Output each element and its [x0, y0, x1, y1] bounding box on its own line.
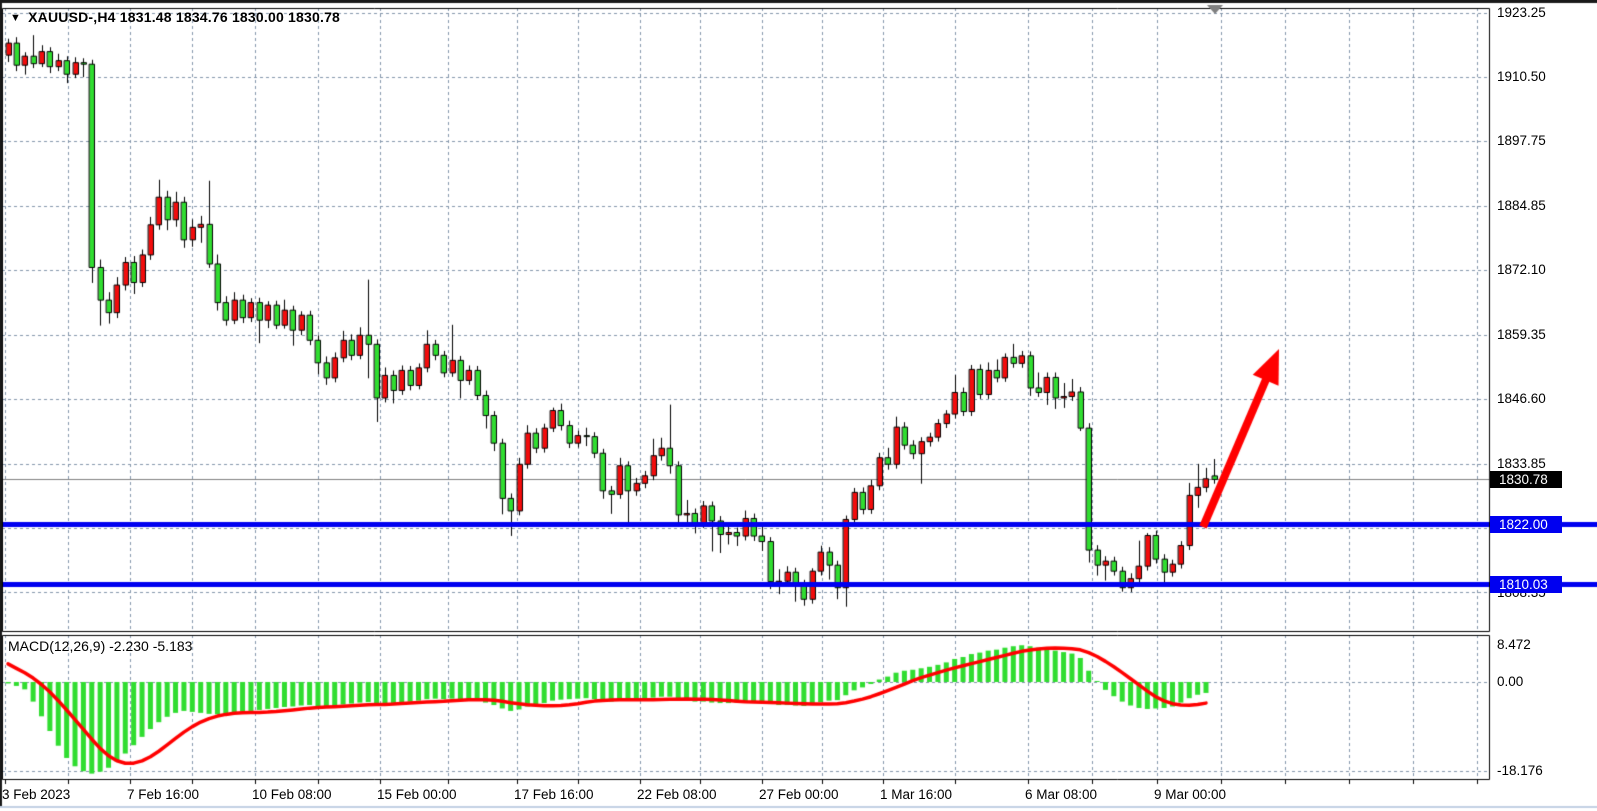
price-tick-label: 1897.75 [1497, 133, 1546, 148]
price-tick-label: 1910.50 [1497, 69, 1546, 84]
price-tick-label: 1872.10 [1497, 262, 1546, 277]
time-tick-label: 22 Feb 08:00 [637, 787, 717, 802]
macd-tick-label: 8.472 [1497, 637, 1531, 652]
price-tick-label: 1833.85 [1497, 456, 1546, 471]
macd-tick-label: -18.176 [1497, 763, 1543, 778]
time-tick-label: 7 Feb 16:00 [127, 787, 200, 802]
macd-indicator-label: MACD(12,26,9) -2.230 -5.183 [8, 638, 193, 654]
time-tick-label: 1 Mar 16:00 [880, 787, 953, 802]
chart-title-text: XAUUSD-,H4 1831.48 1834.76 1830.00 1830.… [28, 9, 341, 25]
current-price-badge: 1830.78 [1490, 471, 1562, 488]
level-1810-badge: 1810.03 [1490, 576, 1562, 593]
time-tick-label: 10 Feb 08:00 [252, 787, 332, 802]
price-tick-label: 1884.85 [1497, 198, 1546, 213]
time-tick-label: 15 Feb 00:00 [377, 787, 457, 802]
price-tick-label: 1859.35 [1497, 327, 1546, 342]
price-tick-label: 1923.25 [1497, 5, 1546, 20]
time-tick-label: 3 Feb 2023 [2, 787, 71, 802]
time-tick-label: 6 Mar 08:00 [1025, 787, 1098, 802]
collapse-triangle-icon[interactable]: ▼ [10, 12, 22, 24]
time-tick-label: 27 Feb 00:00 [759, 787, 839, 802]
macd-tick-label: 0.00 [1497, 674, 1524, 689]
price-tick-label: 1846.60 [1497, 391, 1546, 406]
chart-title: ▼ XAUUSD-,H4 1831.48 1834.76 1830.00 1830… [10, 9, 340, 25]
time-tick-label: 17 Feb 16:00 [514, 787, 594, 802]
level-1822-badge: 1822.00 [1490, 516, 1562, 533]
time-tick-label: 9 Mar 00:00 [1154, 787, 1227, 802]
